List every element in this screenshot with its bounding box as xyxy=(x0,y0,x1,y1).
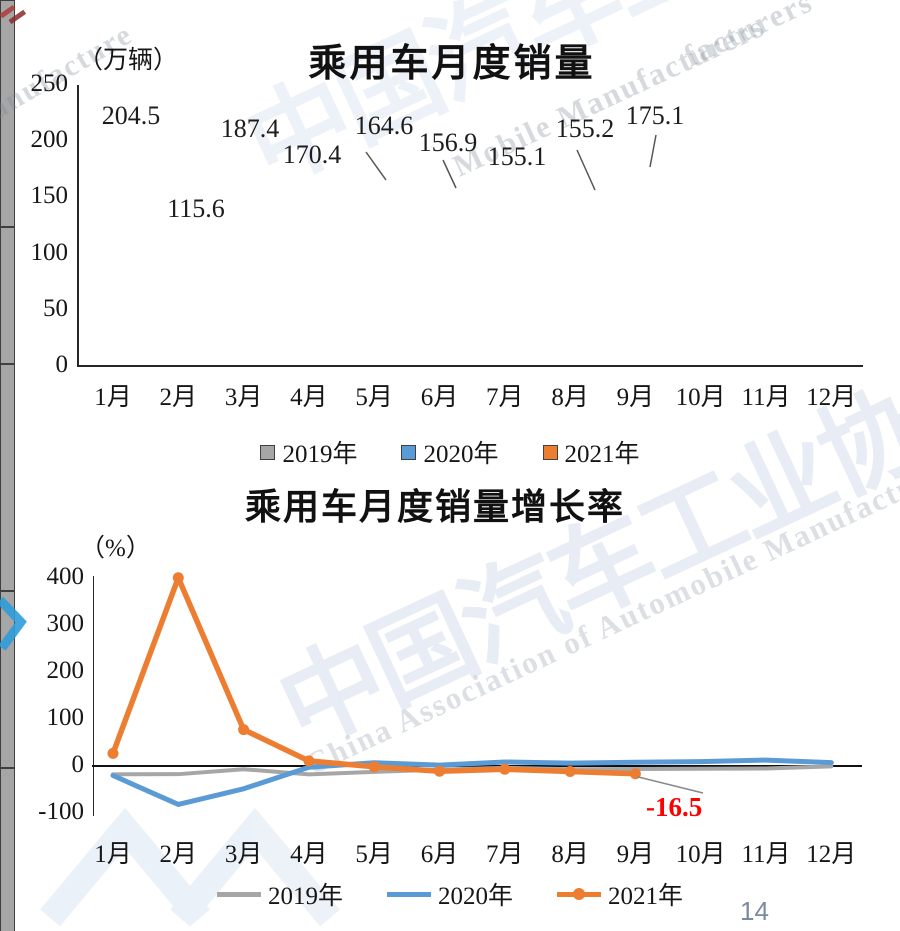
bar-x-tick: 10月 xyxy=(675,384,726,411)
page-number: 14 xyxy=(740,896,769,926)
watermark-logo-fragment-icon xyxy=(40,807,340,927)
growth-line-2021年 xyxy=(110,575,639,777)
bar-x-tick: 8月 xyxy=(551,384,589,411)
legend-line-swatch-icon xyxy=(216,891,261,897)
legend-swatch-icon xyxy=(401,444,417,460)
legend-label: 2020年 xyxy=(423,441,499,468)
line-chart-title: 乘用车月度销量增长率 xyxy=(244,487,625,527)
line-x-tick: 7月 xyxy=(486,841,524,868)
watermark-red-fragment-icon xyxy=(0,4,27,25)
bar-x-tick: 7月 xyxy=(486,384,524,411)
legend-line-swatch-icon xyxy=(386,891,431,897)
bar-x-tick: 5月 xyxy=(355,384,393,411)
line-y-tick: 100 xyxy=(46,703,85,731)
legend-line-swatch-icon xyxy=(557,888,601,900)
legend-item-2021年: 2021年 xyxy=(542,434,640,470)
legend-item-2019年: 2019年 xyxy=(216,876,343,912)
bar-data-label: 164.6 xyxy=(354,111,414,140)
growth-point-2021年 xyxy=(434,765,445,777)
legend-label: 2019年 xyxy=(267,883,343,910)
line-y-tick: 400 xyxy=(46,562,85,590)
bar-data-label: 156.9 xyxy=(418,128,478,157)
bar-y-tick: 50 xyxy=(43,294,68,322)
legend-dot-icon xyxy=(573,888,585,900)
legend-label: 2021年 xyxy=(608,883,684,910)
bar-x-tick: 2月 xyxy=(159,384,198,411)
legend-item-2019年: 2019年 xyxy=(260,434,357,470)
bar-data-label: 115.6 xyxy=(167,194,225,223)
line-y-tick: -100 xyxy=(38,798,84,826)
bar-chart-unit-label: （万辆） xyxy=(78,47,179,74)
bar-y-tick: 250 xyxy=(30,70,69,97)
line-chart-unit-label: （%） xyxy=(80,535,151,562)
legend-label: 2021年 xyxy=(564,441,640,468)
bar-x-tick: 4月 xyxy=(290,384,328,411)
bar-y-tick: 150 xyxy=(30,182,69,210)
growth-point-2021年 xyxy=(564,766,576,778)
bar-y-tick: 0 xyxy=(55,351,69,378)
bar-data-label: 155.1 xyxy=(487,142,547,171)
bar-x-axis-line xyxy=(77,364,863,367)
line-x-axis-line xyxy=(92,765,862,767)
bar-leader-lines xyxy=(365,134,657,191)
growth-point-2021年 xyxy=(499,763,511,775)
legend-swatch-icon xyxy=(260,444,276,460)
line-x-tick: 3月 xyxy=(224,841,263,868)
line-y-axis-line xyxy=(92,576,94,816)
growth-point-2021年 xyxy=(303,755,315,767)
bar-2019年-2月 xyxy=(0,227,15,365)
growth-point-2021年 xyxy=(172,572,184,584)
growth-point-2021年 xyxy=(368,761,380,773)
line-x-tick: 10月 xyxy=(675,841,726,868)
bar-x-tick: 3月 xyxy=(224,384,263,411)
bar-x-tick: 12月 xyxy=(806,384,857,411)
line-x-tick: 6月 xyxy=(420,841,459,868)
bar-chart-title: 乘用车月度销量 xyxy=(308,43,596,85)
growth-point-2021年 xyxy=(107,747,119,759)
line-y-tick: 300 xyxy=(46,609,85,637)
line-x-tick: 12月 xyxy=(806,841,857,868)
bar-data-label: 175.1 xyxy=(625,101,685,130)
bar-x-tick: 9月 xyxy=(616,384,655,411)
line-x-tick: 2月 xyxy=(159,841,198,868)
line-x-tick: 5月 xyxy=(355,841,393,868)
legend-item-2021年: 2021年 xyxy=(557,876,683,912)
growth-annotation-label: -16.5 xyxy=(646,792,703,822)
bar-data-label: 155.2 xyxy=(555,114,615,143)
line-x-tick: 1月 xyxy=(94,841,132,868)
watermark-blue-chevron-icon xyxy=(0,596,27,651)
line-x-tick: 9月 xyxy=(616,841,655,868)
line-y-tick: 200 xyxy=(46,656,85,684)
bar-x-tick: 6月 xyxy=(420,384,459,411)
bar-2019年-1月 xyxy=(0,0,15,228)
growth-line-2020年 xyxy=(110,757,834,807)
growth-point-2021年 xyxy=(238,724,250,736)
legend-swatch-icon xyxy=(542,444,558,460)
legend-item-2020年: 2020年 xyxy=(386,876,513,912)
bar-2019年-5月 xyxy=(0,768,15,931)
bar-data-label: 170.4 xyxy=(282,140,342,169)
legend-label: 2019年 xyxy=(282,441,358,468)
bar-y-tick: 100 xyxy=(30,238,69,266)
bar-y-axis-line xyxy=(77,85,79,366)
bar-x-tick: 1月 xyxy=(94,384,132,411)
bar-data-label: 204.5 xyxy=(101,101,161,130)
line-x-tick: 11月 xyxy=(741,841,791,868)
legend-item-2020年: 2020年 xyxy=(401,434,499,470)
bar-2019年-3月 xyxy=(0,364,15,592)
bar-chart-legend: 2019年 2020年 2021年 xyxy=(0,434,900,470)
line-x-tick: 4月 xyxy=(290,841,328,868)
bar-data-label: 187.4 xyxy=(220,114,280,143)
line-chart-legend: 2019年 2020年 2021年 xyxy=(0,876,900,912)
bar-x-tick: 11月 xyxy=(741,384,791,411)
line-y-tick: 0 xyxy=(71,751,85,778)
line-x-tick: 8月 xyxy=(551,841,589,868)
bar-y-tick: 200 xyxy=(30,126,69,154)
legend-label: 2020年 xyxy=(437,883,513,910)
